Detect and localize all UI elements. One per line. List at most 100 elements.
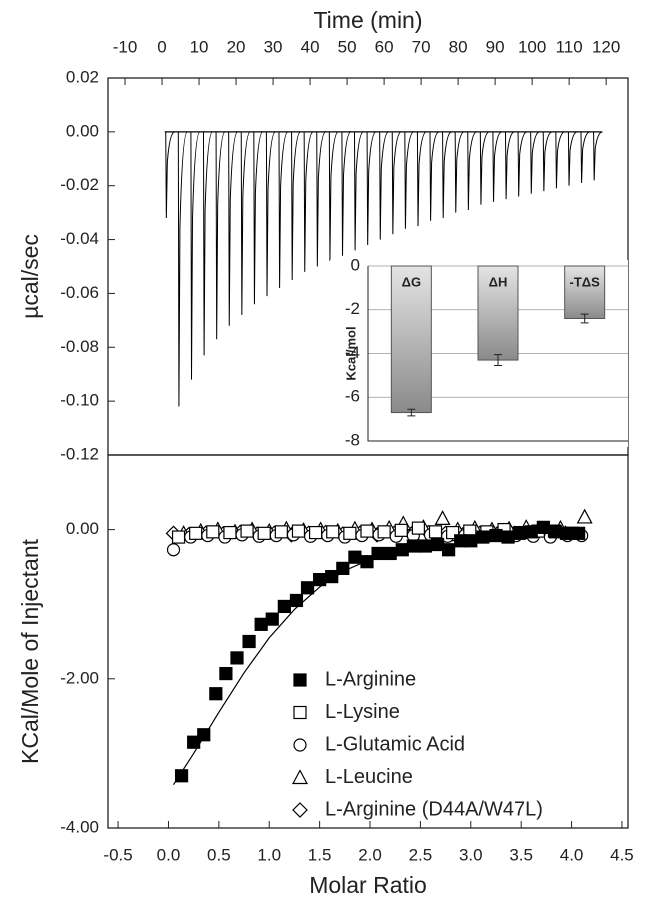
injection-peak [177, 131, 188, 407]
injection-peak [253, 131, 264, 305]
injection-peak [328, 131, 339, 262]
marker-square [559, 526, 574, 540]
marker-square [476, 530, 490, 544]
x-tick-label: 1.0 [257, 845, 281, 864]
x-tick-label: 4.5 [610, 845, 634, 864]
marker-diamond [292, 802, 308, 818]
marker-square [242, 634, 256, 649]
marker-square [464, 534, 478, 548]
x-axis-title: Time (min) [313, 7, 422, 33]
x-tick-label: 0 [157, 37, 166, 56]
marker-square [223, 525, 237, 540]
injection-peak [442, 131, 452, 219]
y-tick-label: -8 [345, 430, 360, 449]
marker-square [572, 526, 586, 540]
injection-peak [165, 131, 175, 219]
marker-square [371, 546, 385, 561]
marker-triangle [576, 508, 593, 524]
y-tick-label: -0.08 [60, 337, 99, 356]
marker-square [336, 561, 350, 575]
y-tick-label: 0.02 [66, 67, 99, 86]
x-tick-label: 120 [592, 37, 620, 56]
marker-square [360, 524, 374, 538]
injection-peak [366, 131, 377, 245]
y-tick-label: -4.00 [60, 817, 99, 836]
x-tick-label: 60 [375, 37, 394, 56]
injection-peak [593, 131, 603, 181]
marker-square [274, 525, 288, 539]
marker-square [265, 612, 279, 626]
legend-label: L-Arginine (D44A/W47L) [325, 798, 543, 820]
injection-peak [202, 131, 213, 356]
injection-peak [341, 131, 352, 256]
bar [477, 265, 519, 361]
legend-label: L-Arginine [325, 668, 416, 690]
x-tick-label: 0.0 [157, 845, 181, 864]
marker-square [326, 525, 340, 539]
y-tick-label: -6 [345, 387, 360, 406]
marker-triangle [434, 510, 451, 526]
injection-peak [504, 131, 515, 200]
marker-square [383, 546, 397, 561]
y-tick-label: -2 [345, 299, 360, 318]
x-tick-label: -0.5 [103, 845, 132, 864]
error-bar [407, 408, 416, 417]
marker-square [489, 528, 503, 543]
injection-peak [190, 131, 201, 380]
marker-square [418, 539, 433, 553]
marker-circle [293, 738, 307, 752]
marker-square [206, 525, 220, 539]
injection-peak [228, 131, 239, 326]
marker-square [501, 530, 515, 544]
marker-square [394, 523, 408, 537]
marker-square [293, 673, 307, 687]
injection-peak [240, 131, 251, 315]
y-tick-label: -0.10 [60, 391, 99, 410]
category-label: ΔG [402, 274, 421, 289]
marker-square [430, 537, 445, 552]
injection-peak [555, 131, 565, 189]
marker-square [289, 593, 304, 608]
x-tick-label: 110 [556, 37, 583, 56]
x-tick-label: 40 [301, 37, 320, 56]
injection-peak [467, 131, 477, 210]
marker-square [411, 521, 425, 535]
marker-square [171, 530, 186, 544]
x-tick-label: 30 [264, 37, 283, 56]
marker-square [240, 524, 254, 538]
legend-label: L-Glutamic Acid [325, 733, 465, 755]
x-tick-label: 20 [227, 37, 246, 56]
x-tick-label: 90 [486, 37, 505, 56]
marker-square [442, 543, 456, 557]
marker-square [348, 550, 362, 564]
marker-square [524, 525, 538, 539]
marker-square [291, 524, 306, 538]
injection-peak [517, 131, 528, 197]
injection-peak [379, 131, 389, 240]
marker-circle [166, 543, 181, 557]
injection-peak [530, 131, 540, 194]
marker-square [219, 666, 233, 681]
marker-square [360, 555, 374, 569]
injection-peak [454, 131, 465, 213]
error-bar [494, 354, 502, 367]
x-axis-title: Molar Ratio [309, 872, 427, 898]
marker-square [377, 525, 391, 539]
injection-peak [316, 131, 326, 267]
injection-peak [215, 131, 226, 340]
marker-square [406, 539, 420, 553]
y-tick-label: 0.00 [66, 121, 99, 140]
x-tick-label: 10 [190, 37, 209, 56]
marker-square [230, 651, 244, 665]
y-tick-label: -4 [345, 343, 360, 362]
marker-square [308, 525, 323, 540]
x-tick-label: 4.0 [560, 845, 584, 864]
x-tick-label: 3.5 [509, 845, 533, 864]
marker-square [343, 526, 357, 540]
legend-label: L-Leucine [325, 766, 413, 788]
frame [107, 454, 629, 829]
marker-square [536, 520, 550, 534]
injection-peak [580, 131, 591, 184]
marker-square [428, 525, 443, 539]
